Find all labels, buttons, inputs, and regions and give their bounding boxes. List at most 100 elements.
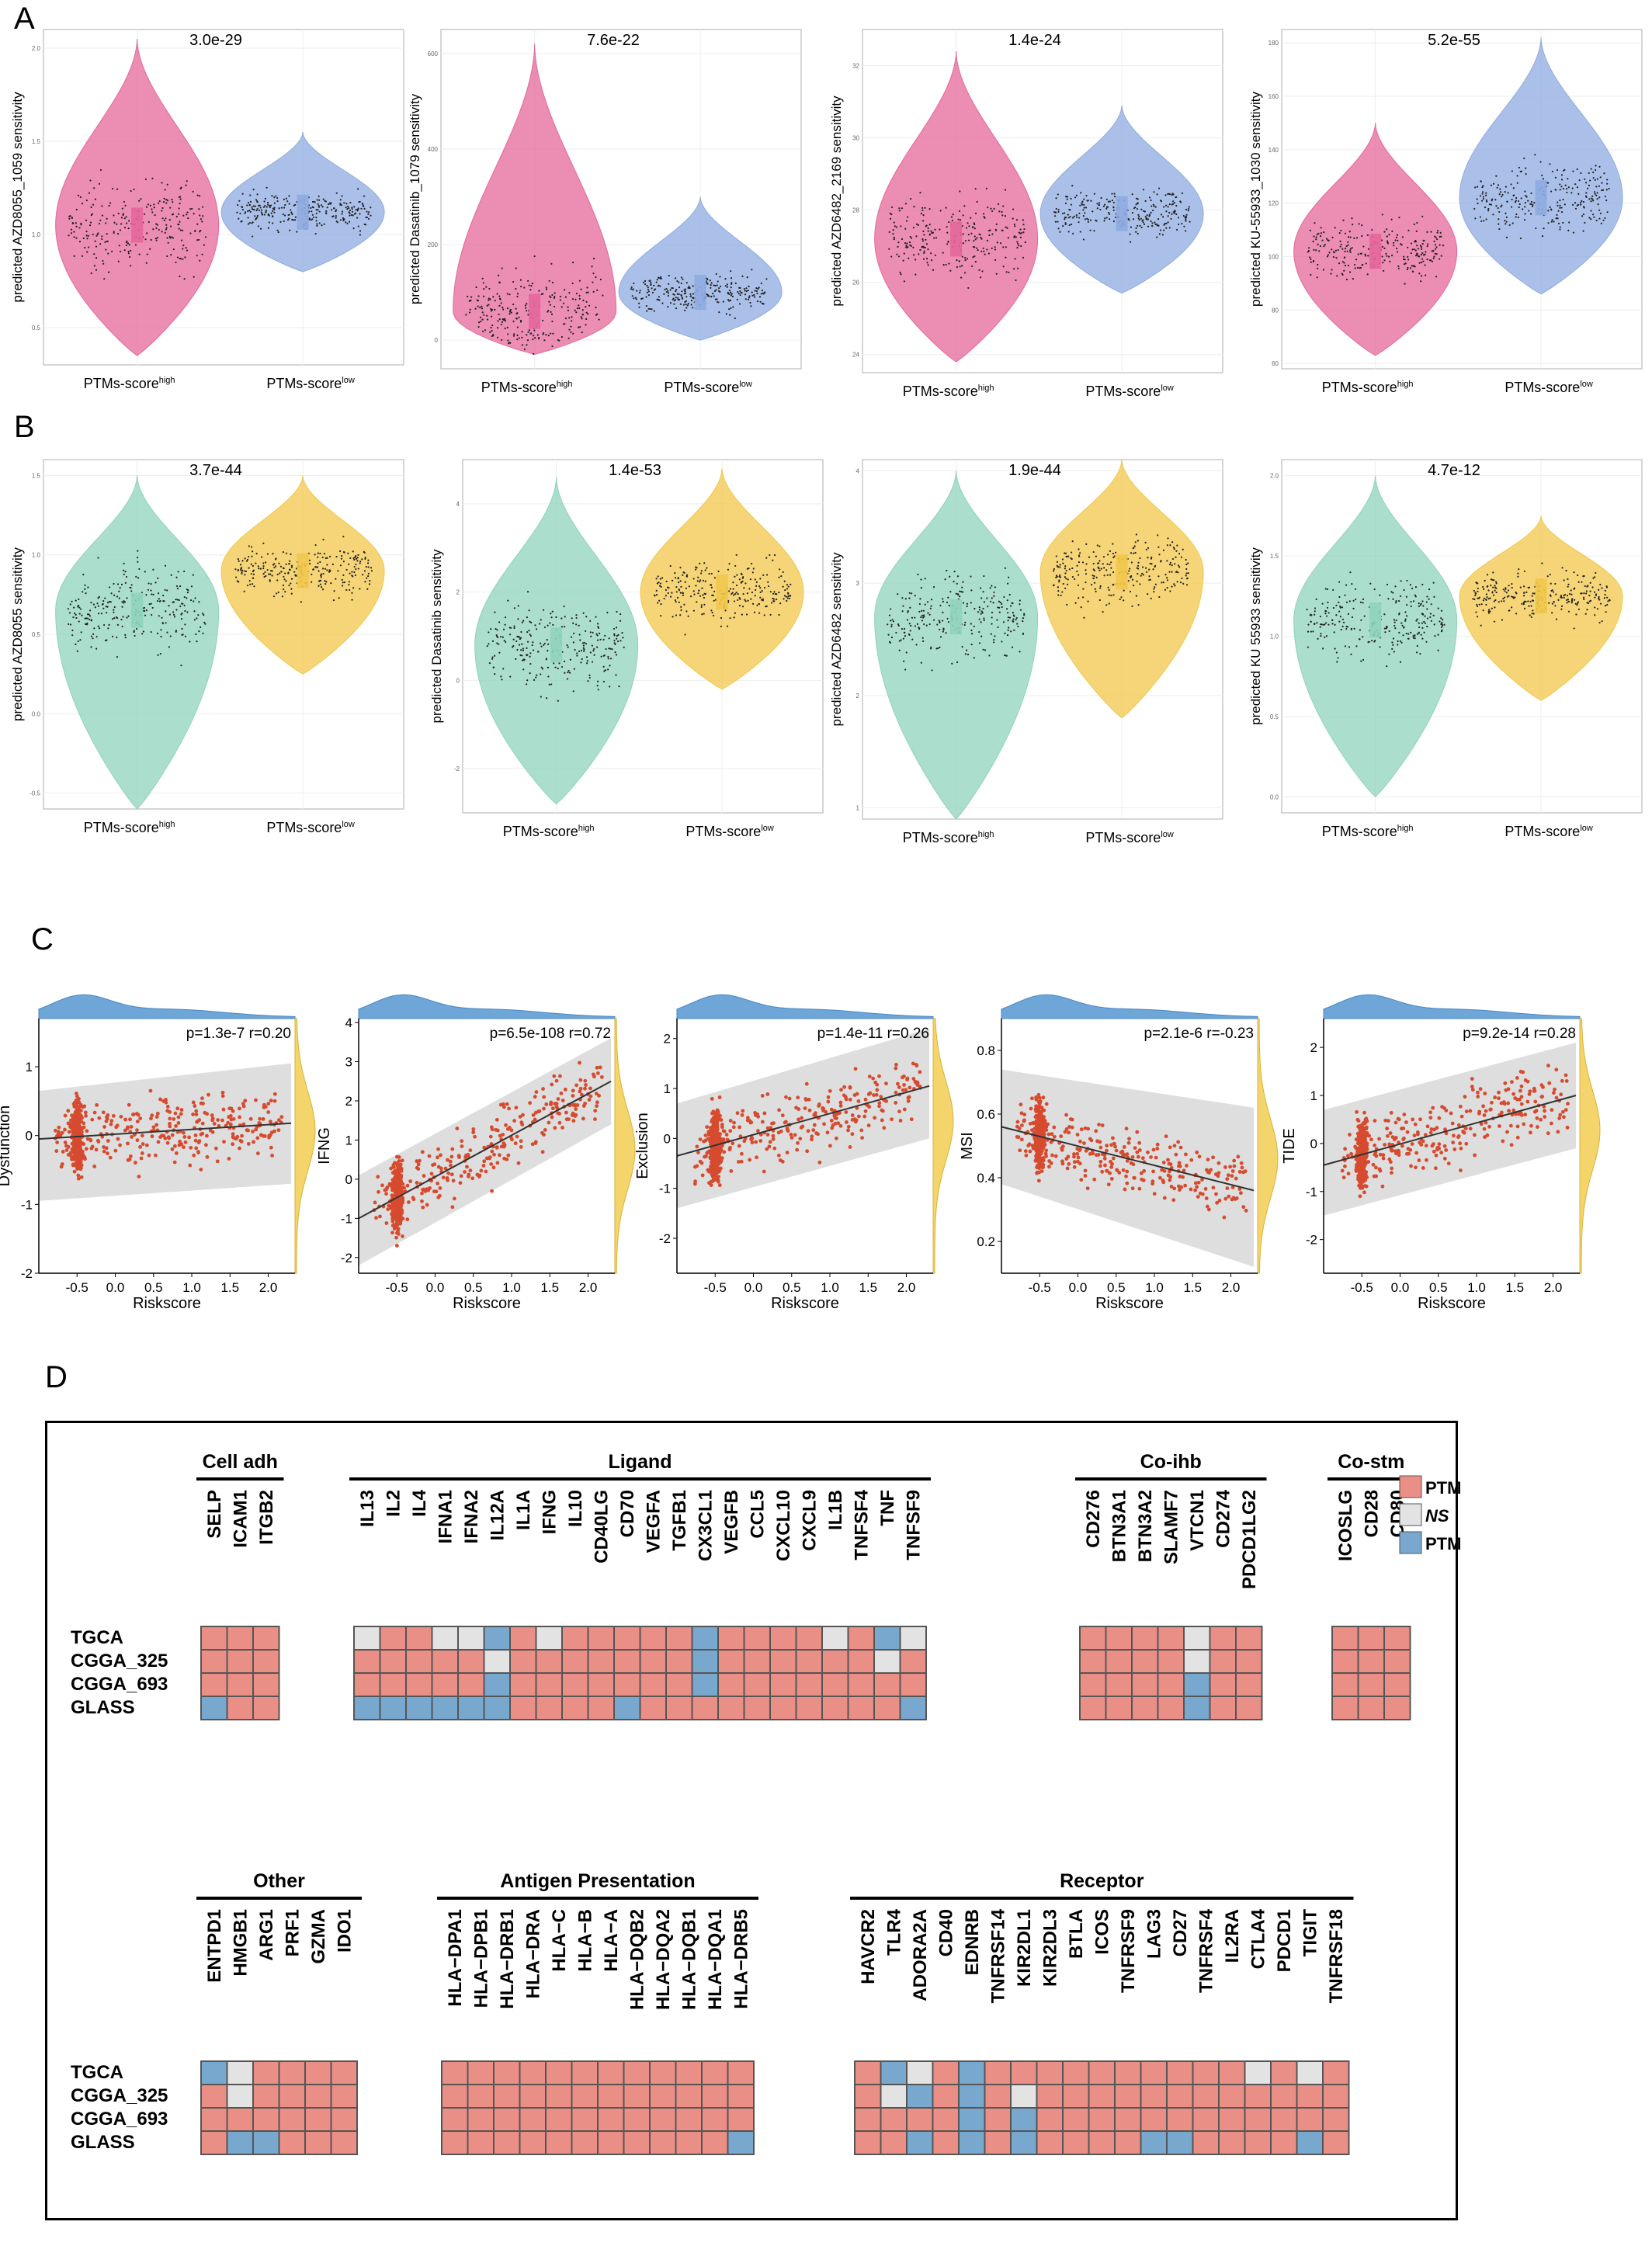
data-point bbox=[350, 213, 352, 216]
data-point bbox=[967, 239, 970, 241]
data-point bbox=[1324, 588, 1327, 590]
data-point bbox=[116, 616, 119, 620]
data-point bbox=[1395, 602, 1397, 604]
data-point bbox=[749, 578, 751, 581]
data-point bbox=[164, 588, 166, 592]
data-point bbox=[186, 213, 188, 216]
data-point bbox=[1064, 576, 1066, 578]
data-point bbox=[1140, 208, 1143, 210]
data-point bbox=[557, 338, 560, 342]
data-point bbox=[1131, 212, 1134, 214]
data-point bbox=[1137, 564, 1140, 567]
data-point bbox=[1407, 259, 1410, 261]
data-point bbox=[1106, 574, 1109, 576]
data-point bbox=[1403, 588, 1405, 592]
data-point bbox=[318, 222, 321, 224]
data-point bbox=[578, 650, 581, 653]
data-point bbox=[277, 1118, 281, 1123]
data-point bbox=[907, 611, 909, 613]
data-point bbox=[165, 224, 168, 226]
data-point bbox=[1605, 586, 1609, 588]
data-point bbox=[1082, 588, 1085, 590]
data-point bbox=[755, 581, 758, 583]
data-point bbox=[1102, 611, 1104, 613]
data-point bbox=[93, 265, 95, 267]
data-point bbox=[101, 214, 104, 217]
data-point bbox=[681, 297, 683, 299]
data-point bbox=[1019, 603, 1021, 606]
data-point bbox=[683, 603, 685, 606]
data-point bbox=[1062, 582, 1064, 585]
data-point bbox=[528, 609, 530, 612]
data-point bbox=[1521, 602, 1523, 605]
data-point bbox=[252, 188, 255, 191]
data-point bbox=[1338, 601, 1340, 603]
data-point bbox=[490, 310, 492, 312]
data-point bbox=[1523, 595, 1525, 597]
data-point bbox=[497, 320, 499, 322]
data-point bbox=[351, 210, 354, 213]
data-point bbox=[922, 614, 925, 616]
data-point bbox=[904, 668, 907, 671]
data-point bbox=[1424, 622, 1426, 624]
data-point bbox=[99, 243, 102, 245]
data-point bbox=[994, 228, 997, 231]
data-point bbox=[94, 1147, 99, 1152]
data-point bbox=[1592, 577, 1595, 579]
data-point bbox=[1414, 586, 1418, 588]
data-point bbox=[339, 219, 342, 221]
x-group-label-low: PTMs-scorelow bbox=[266, 376, 355, 391]
data-point bbox=[1317, 267, 1319, 269]
data-point bbox=[78, 606, 81, 609]
data-point bbox=[1113, 196, 1116, 198]
data-point bbox=[1441, 629, 1443, 631]
data-point bbox=[86, 251, 88, 253]
data-point bbox=[82, 1104, 87, 1109]
data-point bbox=[983, 250, 985, 252]
data-point bbox=[277, 231, 279, 234]
data-point bbox=[121, 625, 123, 628]
data-point bbox=[1314, 610, 1316, 613]
data-point bbox=[90, 1144, 95, 1149]
data-point bbox=[108, 623, 110, 626]
data-point bbox=[1067, 213, 1069, 216]
data-point bbox=[539, 623, 541, 625]
data-point bbox=[489, 298, 491, 300]
data-point bbox=[566, 644, 568, 647]
data-point bbox=[923, 252, 925, 255]
data-point bbox=[918, 253, 920, 255]
data-point bbox=[942, 264, 945, 266]
data-point bbox=[963, 623, 966, 627]
data-point bbox=[1421, 252, 1424, 255]
data-point bbox=[1423, 620, 1425, 623]
data-point bbox=[1057, 193, 1059, 196]
data-point bbox=[496, 642, 498, 644]
data-point bbox=[526, 616, 529, 619]
data-point bbox=[891, 619, 894, 621]
data-point bbox=[744, 290, 746, 292]
data-point bbox=[1112, 556, 1115, 559]
data-point bbox=[524, 304, 527, 307]
data-point bbox=[1131, 578, 1134, 581]
data-point bbox=[1185, 213, 1188, 216]
data-point bbox=[549, 295, 551, 297]
data-point bbox=[1312, 259, 1315, 262]
data-point bbox=[194, 1146, 199, 1151]
data-point bbox=[1331, 269, 1333, 271]
data-point bbox=[895, 226, 897, 228]
data-point bbox=[764, 291, 766, 293]
data-point bbox=[1167, 221, 1169, 224]
data-point bbox=[193, 213, 195, 215]
data-point bbox=[710, 586, 713, 588]
data-point bbox=[1528, 605, 1530, 607]
data-point bbox=[1596, 198, 1598, 200]
data-point bbox=[1112, 552, 1114, 555]
data-point bbox=[1328, 612, 1330, 614]
data-point bbox=[919, 598, 921, 600]
data-point bbox=[168, 1116, 172, 1121]
panel-letter-c: C bbox=[31, 922, 54, 956]
data-point bbox=[904, 242, 907, 245]
data-point bbox=[1345, 278, 1348, 281]
data-point bbox=[966, 602, 969, 605]
data-point bbox=[1422, 239, 1425, 241]
